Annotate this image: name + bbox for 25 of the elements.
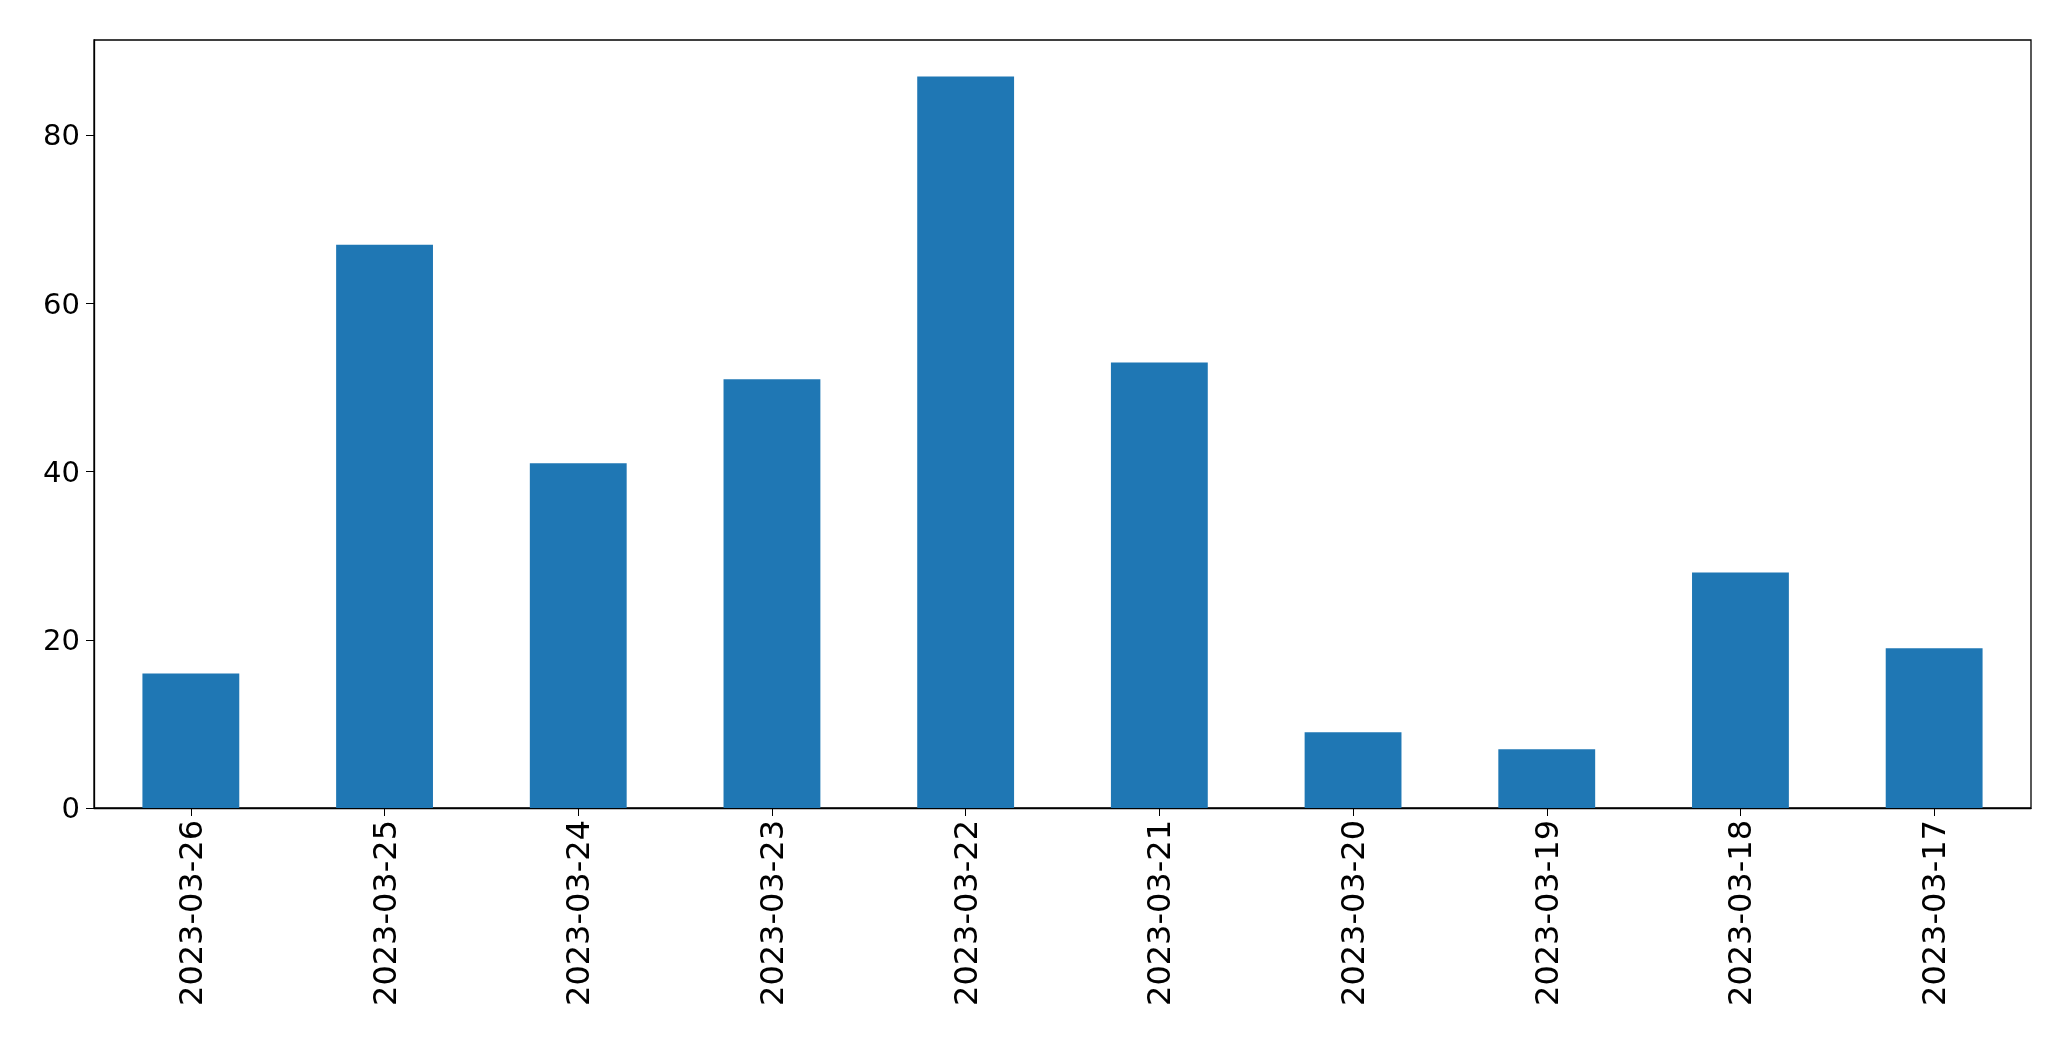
y-tick-label: 0 xyxy=(61,791,80,825)
bar xyxy=(917,76,1015,808)
x-tick-label: 2023-03-17 xyxy=(1915,820,1954,1006)
x-tick-label: 2023-03-23 xyxy=(752,820,791,1006)
x-tick-label: 2023-03-24 xyxy=(559,820,598,1006)
bar xyxy=(1692,572,1789,808)
bar xyxy=(1498,749,1596,808)
x-tick-label: 2023-03-20 xyxy=(1334,820,1373,1006)
x-tick-label: 2023-03-19 xyxy=(1527,820,1566,1006)
y-tick-label: 20 xyxy=(43,622,80,657)
bar xyxy=(1304,732,1402,808)
bar xyxy=(1885,648,1983,808)
bar xyxy=(142,673,240,808)
x-tick-label: 2023-03-26 xyxy=(171,820,210,1006)
x-tick-label: 2023-03-25 xyxy=(365,820,404,1006)
y-tick-label: 40 xyxy=(43,454,80,489)
bar xyxy=(529,463,627,808)
x-tick-label: 2023-03-22 xyxy=(946,820,985,1006)
bar xyxy=(723,379,821,808)
x-tick-label: 2023-03-18 xyxy=(1721,820,1760,1006)
bar xyxy=(336,244,433,808)
x-tick-label: 2023-03-21 xyxy=(1140,820,1179,1006)
y-tick-label: 60 xyxy=(43,286,80,321)
bar xyxy=(1110,362,1208,808)
y-tick-label: 80 xyxy=(43,118,80,153)
